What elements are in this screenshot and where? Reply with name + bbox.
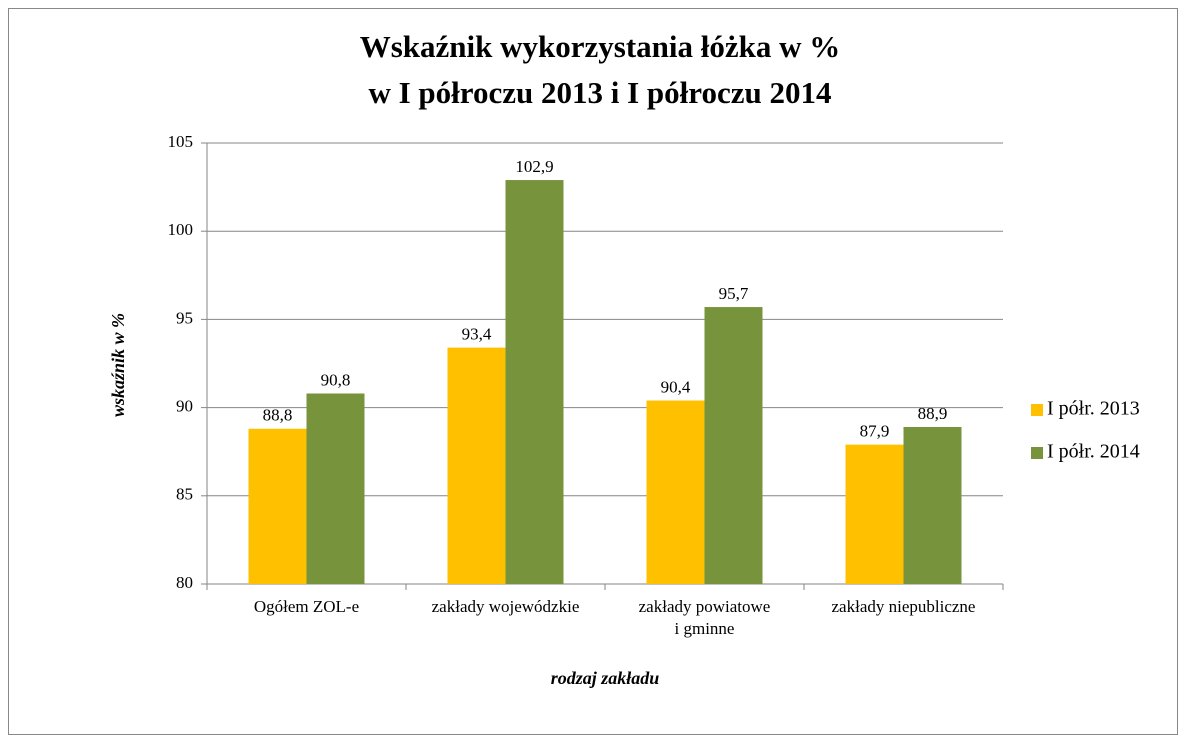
x-tick-label: Ogółem ZOL-e xyxy=(254,597,359,616)
bar xyxy=(845,444,904,584)
legend-label: I półr. 2013 xyxy=(1047,398,1140,420)
y-tick-label: 80 xyxy=(176,573,193,592)
y-tick-label: 90 xyxy=(176,397,193,416)
bar xyxy=(704,307,763,584)
data-label: 95,7 xyxy=(719,284,749,303)
x-tick-label: zakłady powiatowe i gminne xyxy=(639,597,771,638)
y-tick-label: 85 xyxy=(176,485,193,504)
y-tick-label: 95 xyxy=(176,308,193,327)
data-label: 90,4 xyxy=(661,377,691,396)
x-axis-label: rodzaj zakładu xyxy=(551,668,660,688)
data-label: 87,9 xyxy=(860,422,890,441)
chart-border xyxy=(8,8,1178,735)
bar xyxy=(447,347,506,584)
chart-title: w I półroczu 2013 i I półroczu 2014 xyxy=(368,75,831,110)
bar xyxy=(646,400,705,584)
y-tick-label: 105 xyxy=(168,132,194,151)
x-tick-label: zakłady niepubliczne xyxy=(832,597,976,616)
data-label: 102,9 xyxy=(515,157,553,176)
data-label: 88,8 xyxy=(263,406,293,425)
data-label: 93,4 xyxy=(462,325,492,344)
bar xyxy=(306,393,365,584)
bar xyxy=(505,180,564,584)
data-label: 88,9 xyxy=(918,404,948,423)
bar xyxy=(248,428,307,584)
legend-label: I półr. 2014 xyxy=(1047,441,1140,463)
y-tick-label: 100 xyxy=(168,220,194,239)
x-tick-label: zakłady wojewódzkie xyxy=(432,597,580,616)
data-label: 90,8 xyxy=(321,370,351,389)
bar xyxy=(903,427,962,584)
chart-title: Wskaźnik wykorzystania łóżka w % xyxy=(360,29,841,64)
legend-swatch xyxy=(1031,447,1043,459)
y-axis-label: wskaźnik w % xyxy=(108,313,128,417)
legend-swatch xyxy=(1031,404,1043,416)
